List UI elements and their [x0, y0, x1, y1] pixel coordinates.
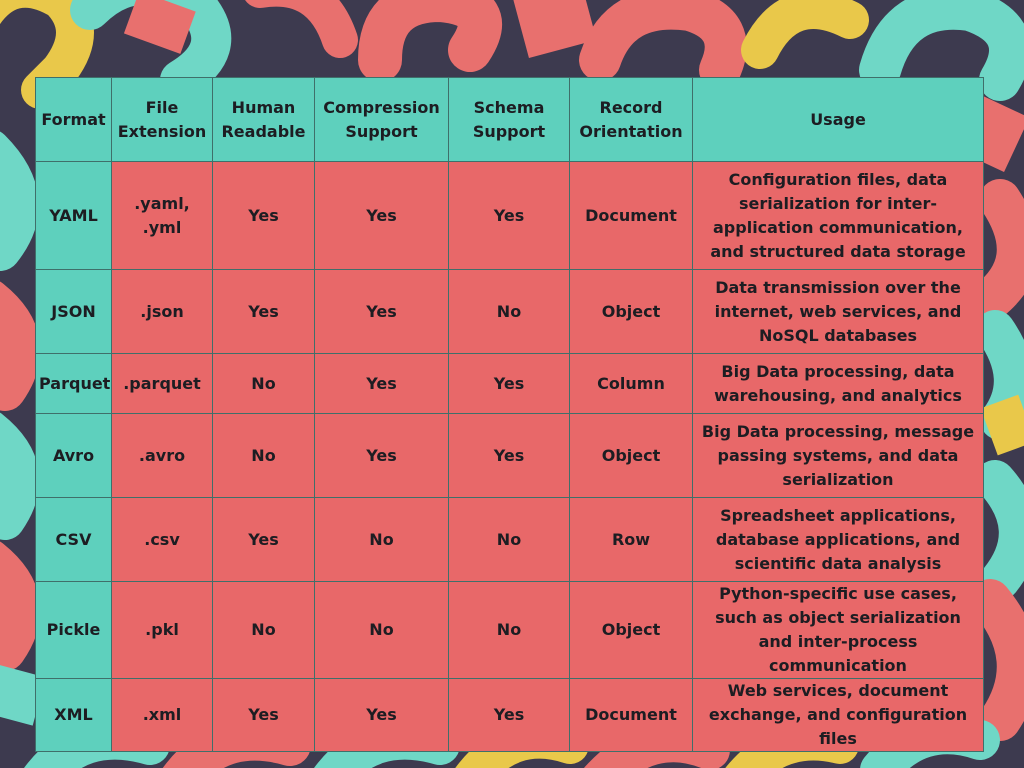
cell-human-readable: Yes	[212, 497, 315, 582]
table-row: CSV .csv Yes No No Row Spreadsheet appli…	[35, 497, 984, 582]
cell-format: CSV	[35, 497, 112, 582]
cell-usage: Web services, document exchange, and con…	[692, 678, 984, 752]
cell-extension: .xml	[111, 678, 213, 752]
table-row: XML .xml Yes Yes Yes Document Web servic…	[35, 678, 984, 752]
cell-usage: Python-specific use cases, such as objec…	[692, 581, 984, 679]
cell-format: Parquet	[35, 353, 112, 414]
header-file-extension: File Extension	[111, 77, 213, 162]
cell-orientation: Object	[569, 581, 693, 679]
cell-human-readable: Yes	[212, 678, 315, 752]
cell-compression: Yes	[314, 353, 449, 414]
cell-format: JSON	[35, 269, 112, 354]
cell-extension: .pkl	[111, 581, 213, 679]
cell-extension: .csv	[111, 497, 213, 582]
cell-format: YAML	[35, 161, 112, 270]
cell-orientation: Column	[569, 353, 693, 414]
cell-human-readable: Yes	[212, 269, 315, 354]
cell-compression: No	[314, 581, 449, 679]
header-format: Format	[35, 77, 112, 162]
data-format-comparison-table: Format File Extension Human Readable Com…	[35, 77, 984, 752]
cell-usage: Spreadsheet applications, database appli…	[692, 497, 984, 582]
cell-human-readable: No	[212, 413, 315, 498]
cell-extension: .parquet	[111, 353, 213, 414]
cell-schema: Yes	[448, 678, 570, 752]
cell-usage: Data transmission over the internet, web…	[692, 269, 984, 354]
header-usage: Usage	[692, 77, 984, 162]
cell-schema: Yes	[448, 413, 570, 498]
table-header-row: Format File Extension Human Readable Com…	[35, 77, 984, 162]
cell-format: Pickle	[35, 581, 112, 679]
cell-human-readable: No	[212, 353, 315, 414]
cell-human-readable: No	[212, 581, 315, 679]
cell-usage: Big Data processing, data warehousing, a…	[692, 353, 984, 414]
table-row: JSON .json Yes Yes No Object Data transm…	[35, 269, 984, 354]
cell-compression: Yes	[314, 413, 449, 498]
cell-compression: No	[314, 497, 449, 582]
header-human-readable: Human Readable	[212, 77, 315, 162]
cell-orientation: Object	[569, 269, 693, 354]
table-row: Parquet .parquet No Yes Yes Column Big D…	[35, 353, 984, 414]
table-row: Avro .avro No Yes Yes Object Big Data pr…	[35, 413, 984, 498]
cell-orientation: Document	[569, 678, 693, 752]
cell-schema: No	[448, 497, 570, 582]
cell-schema: Yes	[448, 161, 570, 270]
cell-orientation: Row	[569, 497, 693, 582]
cell-schema: No	[448, 581, 570, 679]
cell-extension: .yaml, .yml	[111, 161, 213, 270]
header-record-orientation: Record Orientation	[569, 77, 693, 162]
header-schema-support: Schema Support	[448, 77, 570, 162]
cell-compression: Yes	[314, 678, 449, 752]
header-compression-support: Compression Support	[314, 77, 449, 162]
cell-compression: Yes	[314, 269, 449, 354]
cell-compression: Yes	[314, 161, 449, 270]
cell-orientation: Document	[569, 161, 693, 270]
cell-format: XML	[35, 678, 112, 752]
table-row: YAML .yaml, .yml Yes Yes Yes Document Co…	[35, 161, 984, 270]
cell-format: Avro	[35, 413, 112, 498]
cell-usage: Configuration files, data serialization …	[692, 161, 984, 270]
comparison-table-container: Format File Extension Human Readable Com…	[35, 77, 984, 752]
cell-orientation: Object	[569, 413, 693, 498]
cell-extension: .avro	[111, 413, 213, 498]
cell-schema: Yes	[448, 353, 570, 414]
cell-human-readable: Yes	[212, 161, 315, 270]
cell-schema: No	[448, 269, 570, 354]
cell-usage: Big Data processing, message passing sys…	[692, 413, 984, 498]
cell-extension: .json	[111, 269, 213, 354]
table-row: Pickle .pkl No No No Object Python-speci…	[35, 581, 984, 679]
